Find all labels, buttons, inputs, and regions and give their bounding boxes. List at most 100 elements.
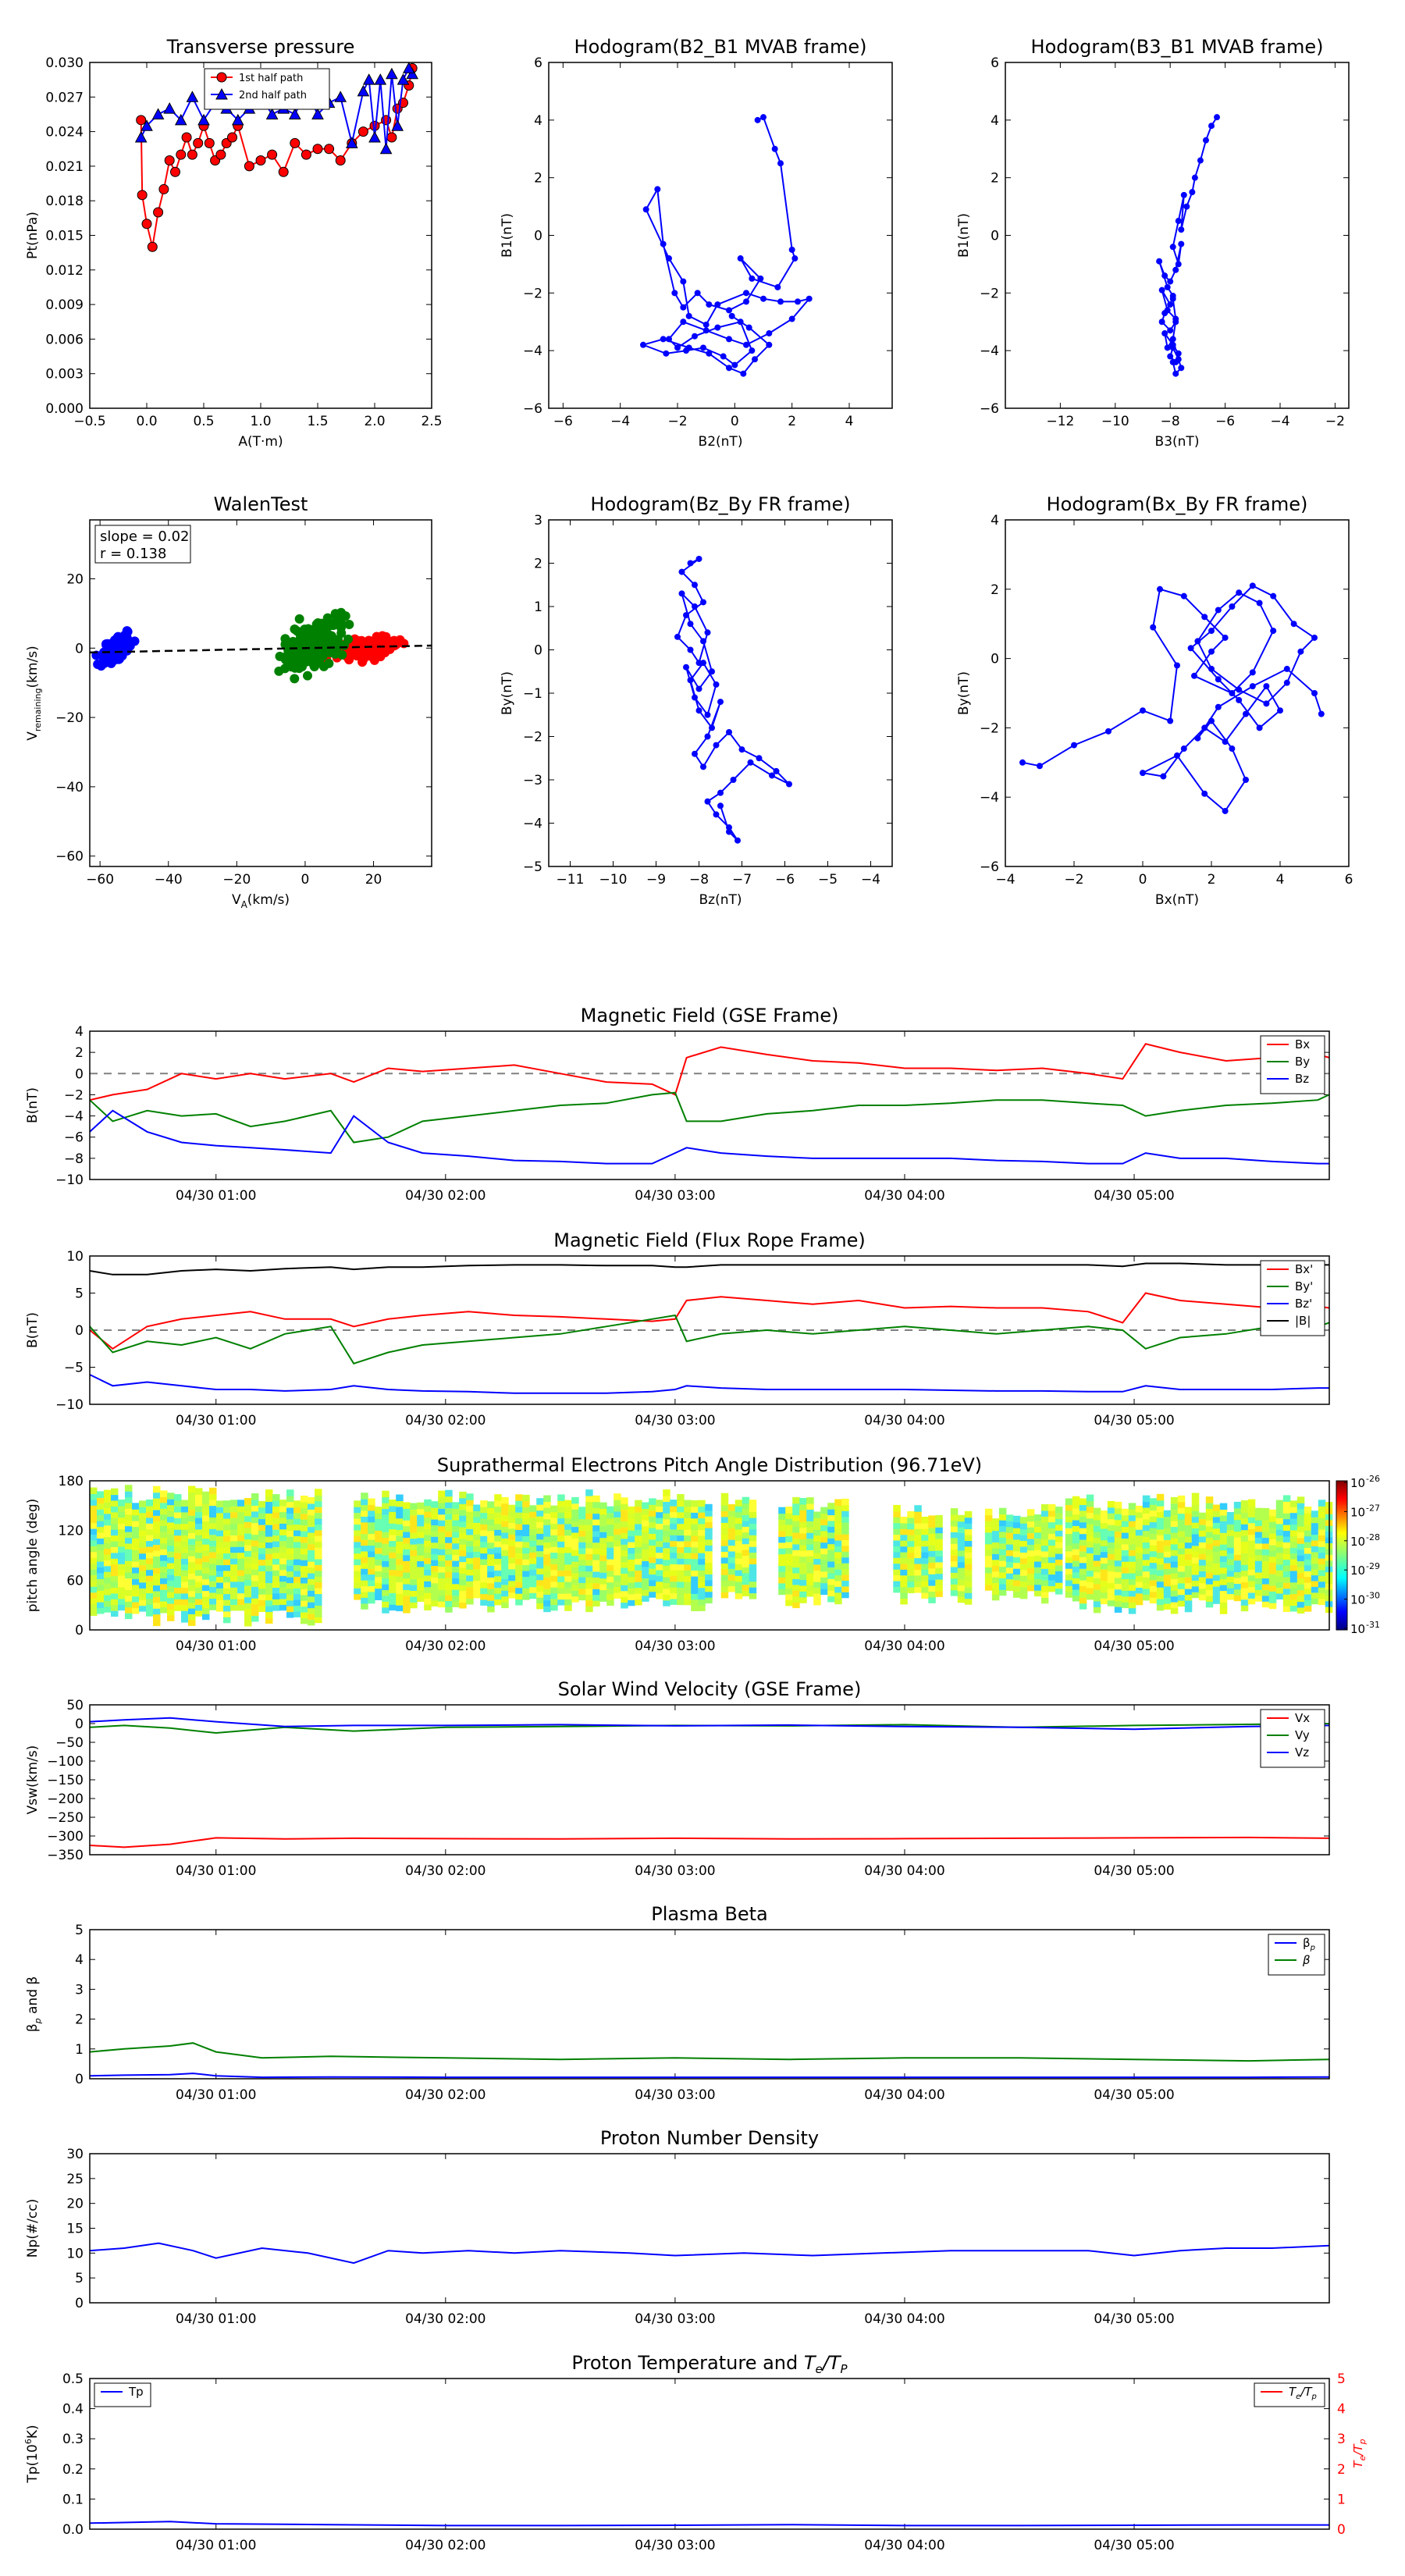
heatmap-cell [382, 1531, 389, 1539]
heatmap-cell [893, 1539, 901, 1546]
heatmap-cell [1055, 1558, 1063, 1566]
heatmap-cell [410, 1520, 418, 1528]
heatmap-cell [167, 1516, 175, 1523]
heatmap-cell [438, 1507, 446, 1515]
heatmap-cell [118, 1505, 126, 1512]
heatmap-cell [301, 1599, 308, 1607]
heatmap-cell [720, 1528, 729, 1535]
heatmap-cell [251, 1597, 259, 1605]
heatmap-cell [1184, 1571, 1193, 1578]
heatmap-cell [785, 1547, 793, 1554]
heatmap-cell [445, 1542, 453, 1550]
heatmap-cell [459, 1497, 467, 1504]
heatmap-cell [742, 1525, 750, 1533]
heatmap-cell [614, 1534, 621, 1541]
heatmap-cell [368, 1550, 375, 1557]
data-point [1236, 696, 1243, 703]
heatmap-cell [1170, 1503, 1179, 1510]
heatmap-segment [893, 1504, 943, 1605]
heatmap-cell [286, 1564, 294, 1572]
heatmap-cell [742, 1496, 750, 1504]
heatmap-cell [452, 1507, 460, 1515]
heatmap-cell [315, 1535, 322, 1542]
heatmap-cell [1184, 1547, 1193, 1554]
heatmap-cell [125, 1525, 133, 1532]
heatmap-cell [720, 1499, 729, 1506]
heatmap-cell [508, 1562, 516, 1570]
heatmap-cell [1268, 1527, 1277, 1534]
heatmap-cell [698, 1506, 706, 1513]
heatmap-cell [1149, 1596, 1158, 1604]
heatmap-cell [649, 1556, 656, 1564]
heatmap-cell [265, 1593, 273, 1601]
y-tick-label: −6 [980, 859, 999, 875]
heatmap-cell [827, 1508, 835, 1516]
heatmap-cell [806, 1578, 814, 1585]
heatmap-cell [501, 1508, 509, 1516]
heatmap-cell [564, 1598, 572, 1606]
heatmap-cell [258, 1500, 266, 1508]
heatmap-cell [914, 1522, 922, 1529]
heatmap-cell [494, 1523, 502, 1530]
heatmap-cell [1275, 1575, 1284, 1582]
data-point [754, 116, 761, 123]
heatmap-cell [614, 1493, 621, 1500]
heatmap-cell [663, 1495, 670, 1502]
data-point [1191, 672, 1197, 679]
heatmap-cell [265, 1599, 273, 1606]
heatmap-cell [125, 1554, 133, 1561]
heatmap-cell [153, 1590, 161, 1597]
heatmap-cell [998, 1531, 1007, 1538]
heatmap-cell [742, 1555, 750, 1562]
heatmap-cell [684, 1506, 692, 1513]
x-tick-label: 04/30 03:00 [635, 2087, 715, 2103]
data-point [402, 62, 415, 73]
heatmap-cell [599, 1554, 607, 1561]
heatmap-cell [1219, 1514, 1228, 1521]
colorbar-exponent: -30 [1366, 1591, 1380, 1601]
heatmap-cell [153, 1602, 161, 1609]
heatmap-cell [614, 1510, 621, 1517]
heatmap-cell [698, 1511, 706, 1519]
heatmap-cell [223, 1593, 231, 1600]
heatmap-cell [104, 1547, 112, 1555]
legend-label: β [1302, 1953, 1311, 1967]
heatmap-cell [293, 1553, 301, 1560]
heatmap-cell [1311, 1557, 1319, 1564]
y-tick-label: −60 [55, 849, 84, 865]
heatmap-cell [508, 1574, 516, 1582]
heatmap-cell [813, 1587, 821, 1594]
data-point [713, 681, 720, 688]
heatmap-cell [1156, 1569, 1165, 1576]
heatmap-cell [480, 1564, 488, 1571]
data-point [325, 632, 335, 642]
heatmap-cell [1311, 1516, 1319, 1524]
data-point [713, 811, 720, 818]
heatmap-cell [550, 1557, 558, 1564]
heatmap-cell [1163, 1579, 1172, 1587]
heatmap-cell [1219, 1572, 1228, 1580]
heatmap-cell [1318, 1534, 1326, 1542]
heatmap-cell [361, 1493, 368, 1500]
heatmap-cell [181, 1592, 189, 1599]
heatmap-cell [1205, 1502, 1214, 1509]
heatmap-cell [813, 1511, 821, 1518]
heatmap-cell [501, 1589, 509, 1597]
y-tick-label: 0 [75, 2072, 84, 2087]
heatmap-cell [543, 1593, 551, 1601]
heatmap-cell [1177, 1588, 1186, 1596]
heatmap-cell [1240, 1587, 1249, 1594]
heatmap-cell [1268, 1573, 1277, 1580]
y-tick-label: −20 [55, 710, 84, 726]
heatmap-cell [1212, 1516, 1221, 1523]
heatmap-cell [1055, 1547, 1063, 1554]
heatmap-cell [209, 1603, 217, 1610]
heatmap-cell [1170, 1508, 1179, 1516]
heatmap-cell [501, 1496, 509, 1504]
heatmap-cell [557, 1546, 565, 1553]
heatmap-cell [663, 1512, 670, 1520]
heatmap-cell [1268, 1590, 1277, 1598]
heatmap-cell [452, 1560, 460, 1567]
heatmap-cell [473, 1510, 481, 1517]
heatmap-cell [1297, 1589, 1305, 1596]
